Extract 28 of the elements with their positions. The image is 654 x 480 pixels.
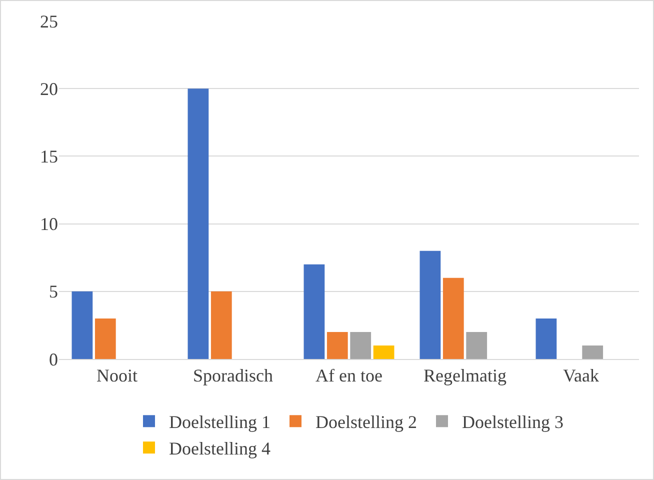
bar xyxy=(350,332,372,359)
x-tick-label: Vaak xyxy=(563,366,599,386)
bar xyxy=(582,345,604,359)
bar xyxy=(72,291,93,359)
bar xyxy=(373,345,394,359)
bar xyxy=(94,318,116,359)
y-tick-label: 15 xyxy=(40,146,58,166)
bar xyxy=(304,264,325,359)
x-tick-label: Sporadisch xyxy=(193,366,273,386)
legend-label: Doelstelling 3 xyxy=(462,412,564,432)
legend-label: Doelstelling 2 xyxy=(316,412,417,432)
bar xyxy=(188,88,209,359)
y-tick-label: 5 xyxy=(49,282,58,302)
x-tick-label: Af en toe xyxy=(316,366,382,386)
y-tick-label: 0 xyxy=(49,349,58,370)
x-tick-label: Regelmatig xyxy=(424,366,506,386)
legend-label: Doelstelling 4 xyxy=(169,438,270,459)
x-tick-label: Nooit xyxy=(96,366,138,386)
y-tick-label: 10 xyxy=(40,214,58,234)
y-tick-label: 20 xyxy=(40,78,58,99)
bar xyxy=(442,278,464,359)
bar xyxy=(326,332,348,359)
legend-label: Doelstelling 1 xyxy=(169,412,270,432)
bar xyxy=(210,291,232,359)
bar xyxy=(420,250,441,359)
bar xyxy=(466,332,488,359)
bar xyxy=(536,318,557,359)
y-tick-label: 25 xyxy=(40,11,58,32)
